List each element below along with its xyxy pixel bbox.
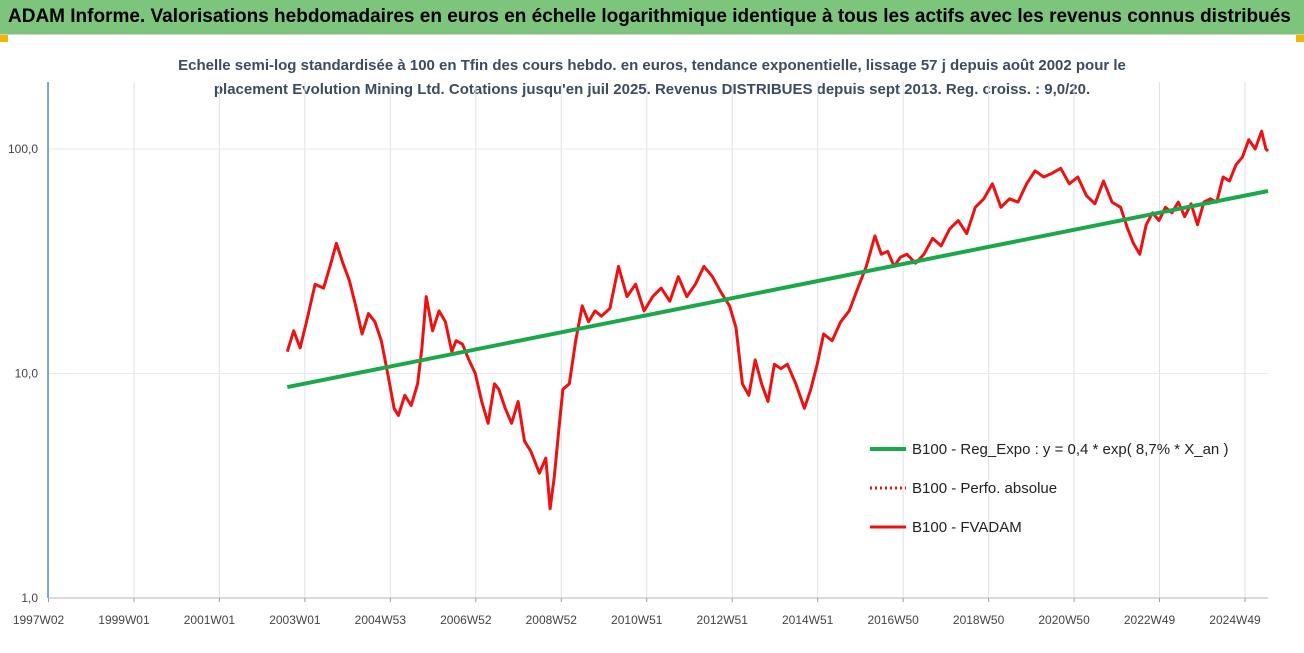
series-layer	[285, 129, 1270, 511]
x-tick-label: 2008W52	[526, 613, 578, 627]
chart-frame	[0, 34, 1304, 653]
x-tick-label: 1997W02	[13, 613, 65, 627]
x-tick-label: 2006W52	[440, 613, 492, 627]
x-tick-label: 1999W01	[98, 613, 150, 627]
x-tick-label: 2014W51	[782, 613, 834, 627]
x-tick-label: 2024W49	[1209, 613, 1261, 627]
legend-label-perfo-absolue-line: B100 - Perfo. absolue	[912, 480, 1057, 497]
y-tick-label: 10,0	[15, 367, 39, 381]
axis-layer: 1997W02 1999W01 2001W01 2003W01 2004W53 2006W…	[8, 82, 1268, 627]
x-tick-label: 2012W51	[697, 613, 749, 627]
grid-layer	[48, 82, 1268, 599]
x-tick-label: 2018W50	[953, 613, 1005, 627]
corner-accent-left	[0, 34, 8, 42]
x-tick-label: 2020W50	[1038, 613, 1090, 627]
chart-subtitle: Echelle semi-log standardisée à 100 en T…	[0, 54, 1304, 102]
x-tick-label: 2010W51	[611, 613, 663, 627]
y-tick-label: 1,0	[21, 591, 38, 605]
x-tick-label: 2003W01	[269, 613, 321, 627]
legend-layer: B100 - Reg_Expo : y = 0,4 * exp( 8,7% * …	[870, 441, 1228, 536]
legend-label-regression-line: B100 - Reg_Expo : y = 0,4 * exp( 8,7% * …	[912, 441, 1228, 458]
corner-accent-right	[1296, 34, 1304, 42]
chart-subtitle-line-2: placement Evolution Mining Ltd. Cotation…	[213, 81, 1091, 98]
x-tick-label: 2016W50	[867, 613, 919, 627]
x-tick-label: 2022W49	[1124, 613, 1176, 627]
report-title-banner: ADAM Informe. Valorisations hebdomadaire…	[0, 0, 1304, 34]
x-tick-label: 2004W53	[355, 613, 407, 627]
x-tick-label: 2001W01	[184, 613, 236, 627]
regression-line	[286, 189, 1269, 390]
chart-subtitle-line-1: Echelle semi-log standardisée à 100 en T…	[178, 57, 1126, 74]
y-tick-label: 100,0	[8, 142, 38, 156]
legend-label-fvadam-line: B100 - FVADAM	[912, 519, 1022, 536]
